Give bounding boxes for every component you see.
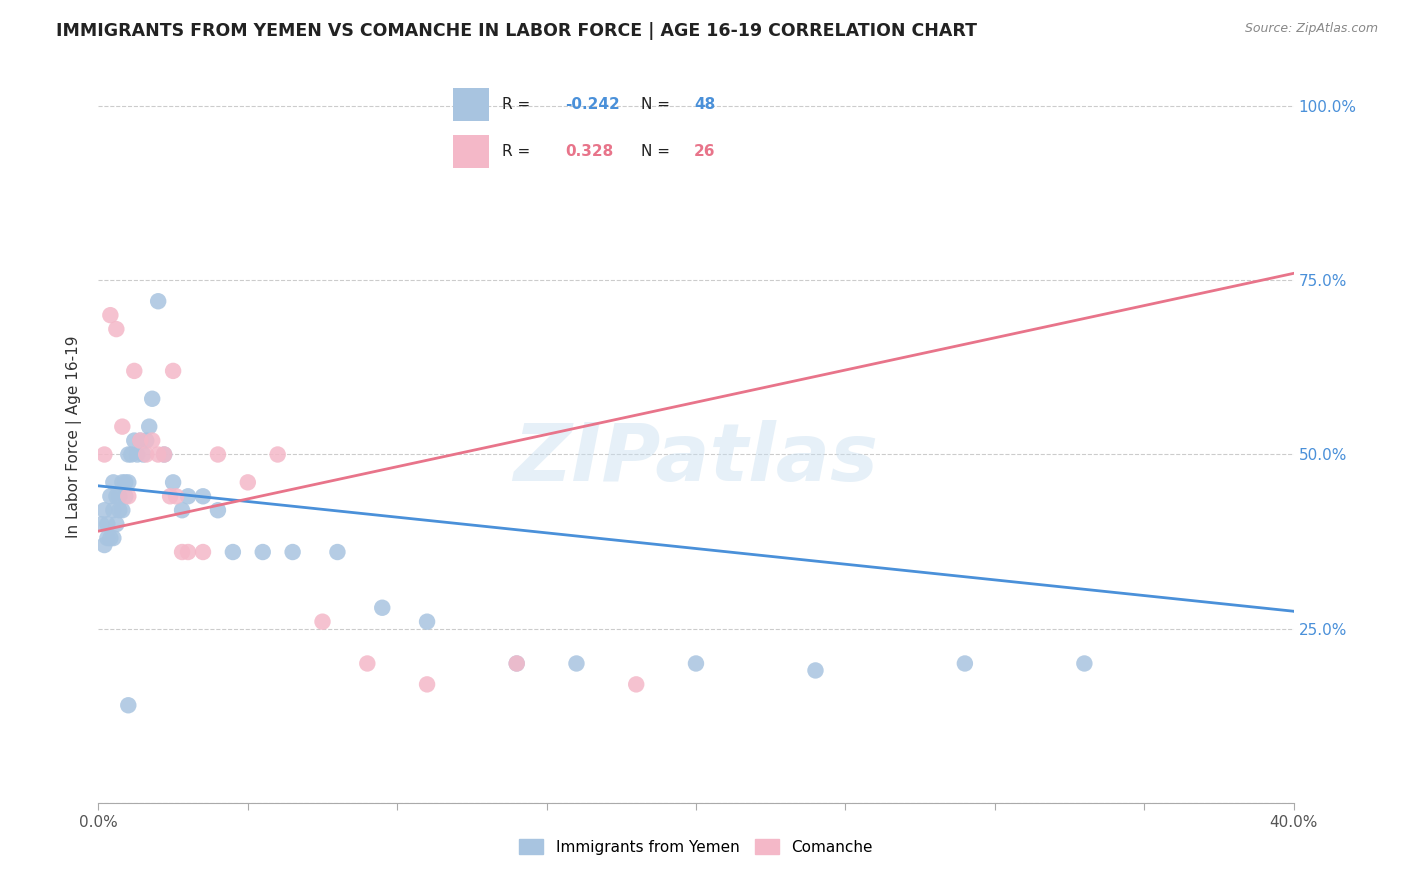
Point <box>172 545 194 559</box>
Point <box>117 698 139 713</box>
Point <box>111 419 134 434</box>
Point <box>93 538 115 552</box>
Point <box>114 475 136 490</box>
Point <box>565 657 588 671</box>
Point <box>148 448 170 462</box>
Point <box>148 294 170 309</box>
Point <box>326 545 349 559</box>
Point <box>236 475 259 490</box>
Point <box>98 308 122 322</box>
Point <box>98 489 122 503</box>
Point <box>371 600 394 615</box>
Point <box>159 489 181 503</box>
Point <box>685 657 707 671</box>
Point <box>252 545 274 559</box>
Point <box>207 503 229 517</box>
Point <box>141 392 163 406</box>
Point <box>804 664 827 678</box>
Point <box>111 503 134 517</box>
Point <box>207 448 229 462</box>
Point <box>108 489 131 503</box>
Point <box>267 448 290 462</box>
FancyBboxPatch shape <box>453 136 489 168</box>
Point <box>117 475 139 490</box>
Point <box>172 503 194 517</box>
Point <box>165 489 187 503</box>
Point <box>103 531 125 545</box>
Point <box>90 517 112 532</box>
Point <box>124 364 146 378</box>
Point <box>111 475 134 490</box>
Point <box>108 503 131 517</box>
Text: N =: N = <box>641 97 675 112</box>
Legend: Immigrants from Yemen, Comanche: Immigrants from Yemen, Comanche <box>513 833 879 861</box>
Point <box>135 434 157 448</box>
Point <box>105 489 128 503</box>
Point <box>953 657 976 671</box>
Text: Source: ZipAtlas.com: Source: ZipAtlas.com <box>1244 22 1378 36</box>
Text: 48: 48 <box>695 97 716 112</box>
Point <box>114 489 136 503</box>
Point <box>191 489 214 503</box>
Point <box>96 517 118 532</box>
Point <box>506 657 529 671</box>
Y-axis label: In Labor Force | Age 16-19: In Labor Force | Age 16-19 <box>66 335 83 539</box>
Text: N =: N = <box>641 145 675 160</box>
Point <box>105 322 128 336</box>
Point <box>129 434 152 448</box>
Text: IMMIGRANTS FROM YEMEN VS COMANCHE IN LABOR FORCE | AGE 16-19 CORRELATION CHART: IMMIGRANTS FROM YEMEN VS COMANCHE IN LAB… <box>56 22 977 40</box>
Point <box>117 448 139 462</box>
Point <box>153 448 176 462</box>
Point <box>120 448 142 462</box>
Point <box>222 545 245 559</box>
Text: R =: R = <box>502 97 536 112</box>
Point <box>103 503 125 517</box>
Point <box>356 657 378 671</box>
Point <box>1073 657 1095 671</box>
Point <box>141 434 163 448</box>
Point <box>105 517 128 532</box>
Point <box>281 545 304 559</box>
Point <box>416 615 439 629</box>
Point <box>117 489 139 503</box>
Point <box>416 677 439 691</box>
Point <box>177 489 200 503</box>
Point <box>124 434 146 448</box>
Point <box>153 448 176 462</box>
Point <box>506 657 529 671</box>
Point <box>93 448 115 462</box>
Point <box>103 475 125 490</box>
Point <box>129 434 152 448</box>
Text: 26: 26 <box>695 145 716 160</box>
Point <box>311 615 333 629</box>
Point <box>132 448 155 462</box>
Point <box>93 503 115 517</box>
Text: ZIPatlas: ZIPatlas <box>513 420 879 498</box>
Text: R =: R = <box>502 145 536 160</box>
Point <box>177 545 200 559</box>
Point <box>96 531 118 545</box>
Point <box>626 677 648 691</box>
Point <box>98 531 122 545</box>
Point <box>127 448 149 462</box>
FancyBboxPatch shape <box>453 88 489 121</box>
Point <box>162 364 184 378</box>
Point <box>135 448 157 462</box>
Point <box>191 545 214 559</box>
Text: 0.328: 0.328 <box>565 145 613 160</box>
Point <box>162 475 184 490</box>
Text: -0.242: -0.242 <box>565 97 620 112</box>
Point <box>138 419 160 434</box>
